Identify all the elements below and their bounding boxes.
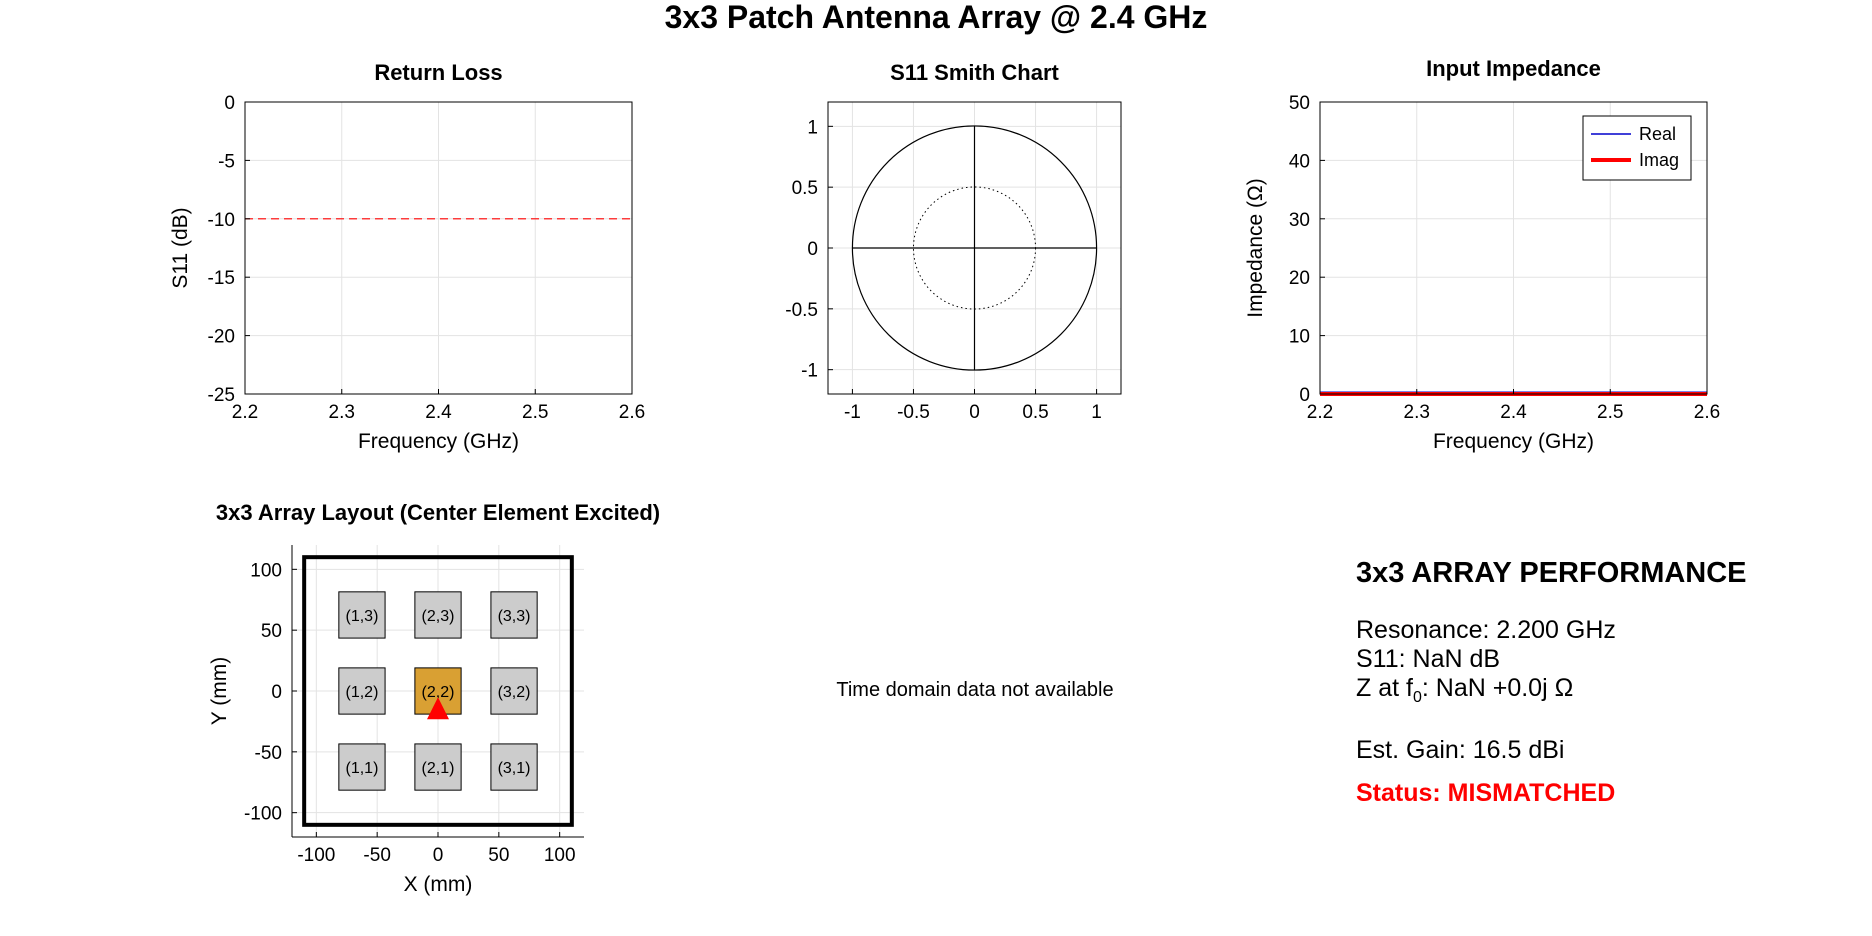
y-tick-label: -20 [208,327,235,348]
array-element [414,591,462,639]
element-label: (2,1) [422,760,455,777]
element-label: (2,3) [422,608,455,625]
y-tick-label: 50 [261,621,282,642]
element-label: (1,2) [346,684,379,701]
legend-box [1582,115,1692,181]
y-axis-label: Impedance (Ω) [1244,178,1267,317]
x-tick-label: 2.4 [425,402,452,423]
x-tick-label: 50 [488,845,509,866]
y-tick-label: 0 [271,682,282,703]
y-tick-label: -25 [208,385,235,406]
array-element [490,591,538,639]
element-label: (3,2) [498,684,531,701]
array-element [338,667,386,715]
chart-array-layout: (1,3) (2,3) (3,3) (1,2) (2,2) (3,2) (1,1) (2,1)… [208,500,660,896]
element-label: (1,1) [346,760,379,777]
array-element [490,667,538,715]
y-tick-label: 20 [1289,268,1310,289]
x-axis-label: Frequency (GHz) [1433,430,1594,453]
x-tick-label: 2.3 [1404,402,1430,423]
chart-title: 3x3 Array Layout (Center Element Excited… [216,500,660,525]
resonance-readout: Resonance: 2.200 GHz [1356,616,1616,644]
chart-input-impedance: 2.2 2.3 2.4 2.5 2.6 50 40 30 20 10 0 Input Impedanc… [1244,56,1720,453]
impedance-prefix: Z at f [1356,674,1413,702]
x-axis-label: Frequency (GHz) [358,430,519,453]
chart-smith-chart: -1 -0.5 0 0.5 1 1 0.5 0 -0.5 -1 S11 Smith Chart [785,60,1122,423]
chart-title: S11 Smith Chart [890,60,1059,85]
y-tick-label: 0 [224,93,235,114]
impedance-subscript: 0 [1412,689,1422,706]
x-tick-label: 2.5 [1597,402,1623,423]
x-axis-label: X (mm) [404,873,473,896]
y-tick-label: 100 [250,560,282,581]
array-element [338,743,386,791]
x-tick-label: 0 [969,402,980,423]
y-tick-label: 0 [807,239,818,260]
gain-readout: Est. Gain: 16.5 dBi [1356,736,1565,764]
y-tick-label: 1 [807,117,818,138]
performance-heading: 3x3 ARRAY PERFORMANCE [1356,557,1747,589]
array-element [414,743,462,791]
status-readout: Status: MISMATCHED [1356,779,1616,807]
x-tick-label: 2.3 [329,402,355,423]
y-tick-label: -50 [255,743,282,764]
chart-title: Input Impedance [1426,56,1601,81]
element-label: (3,3) [498,608,531,625]
x-tick-label: 1 [1091,402,1102,423]
x-tick-label: -1 [844,402,861,423]
y-tick-label: -100 [244,804,282,825]
feed-point-marker [427,697,449,720]
array-element [490,743,538,791]
element-label: (3,1) [498,760,531,777]
time-domain-message: Time domain data not available [836,679,1114,701]
y-tick-label: 10 [1289,327,1310,348]
y-tick-label: -15 [208,268,235,289]
chart-title: Return Loss [374,60,502,85]
x-tick-label: 2.6 [1694,402,1720,423]
legend-label: Imag [1639,150,1679,170]
y-tick-label: -1 [801,361,818,382]
element-label: (2,2) [422,684,455,701]
performance-panel: 3x3 ARRAY PERFORMANCE Resonance: 2.200 G… [1356,556,1856,808]
impedance-readout: Z at f0: NaN +0.0j Ω [1356,674,1856,712]
y-tick-label: 50 [1289,93,1310,114]
legend-label: Real [1639,124,1676,144]
element-label: (1,3) [346,608,379,625]
s11-readout: S11: NaN dB [1356,645,1501,673]
y-tick-label: 40 [1289,151,1310,172]
y-axis-label: Y (mm) [208,657,231,725]
y-tick-label: -0.5 [785,300,818,321]
y-tick-label: 0.5 [792,178,818,199]
x-tick-label: 100 [544,845,576,866]
x-tick-label: 0 [433,845,444,866]
x-tick-label: 2.2 [1307,402,1333,423]
x-tick-label: 2.2 [232,402,258,423]
y-tick-label: 30 [1289,210,1310,231]
impedance-value: : NaN +0.0j Ω [1421,674,1574,702]
x-tick-label: -100 [297,845,335,866]
legend: Real Imag [1582,115,1692,181]
y-tick-label: -5 [218,151,235,172]
x-tick-label: 2.5 [522,402,548,423]
y-axis-label: S11 (dB) [169,207,192,288]
x-tick-label: 2.6 [619,402,645,423]
array-element [338,591,386,639]
chart-return-loss: 2.2 2.3 2.4 2.5 2.6 0 -5 -10 -15 -20 -25 Return Los… [169,60,645,453]
substrate-outline [302,555,574,827]
x-tick-label: -0.5 [897,402,930,423]
x-tick-label: 2.4 [1500,402,1527,423]
x-tick-label: -50 [363,845,390,866]
y-tick-label: -10 [208,210,235,231]
y-tick-label: 0 [1299,385,1310,406]
figure-title: 3x3 Patch Antenna Array @ 2.4 GHz [665,0,1208,35]
x-tick-label: 0.5 [1022,402,1048,423]
